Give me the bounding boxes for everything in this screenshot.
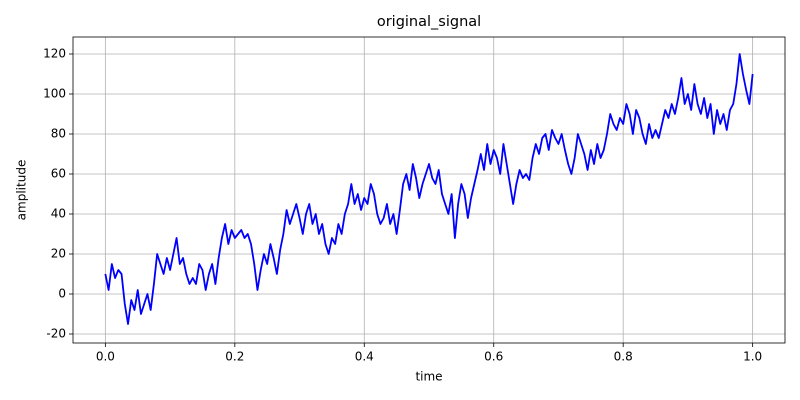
- y-tick-label: 0: [58, 287, 66, 301]
- x-axis-label: time: [415, 370, 442, 384]
- y-tick-label: 80: [51, 127, 66, 141]
- x-tick-label: 0.6: [484, 350, 503, 364]
- x-tick-label: 0.0: [96, 350, 115, 364]
- x-tick-label: 0.2: [225, 350, 244, 364]
- chart-title: original_signal: [377, 14, 481, 30]
- x-tick-label: 1.0: [743, 350, 762, 364]
- x-tick-label: 0.4: [355, 350, 374, 364]
- y-tick-label: 40: [51, 207, 66, 221]
- y-tick-label: 20: [51, 247, 66, 261]
- y-tick-label: 120: [43, 47, 66, 61]
- plot-frame: [72, 36, 786, 344]
- y-tick-label: 60: [51, 167, 66, 181]
- y-axis-label: amplitude: [15, 160, 29, 221]
- y-tick-label: 100: [43, 87, 66, 101]
- signal-line: [104, 53, 754, 325]
- x-tick-label: 0.8: [614, 350, 633, 364]
- y-tick-label: -20: [46, 327, 66, 341]
